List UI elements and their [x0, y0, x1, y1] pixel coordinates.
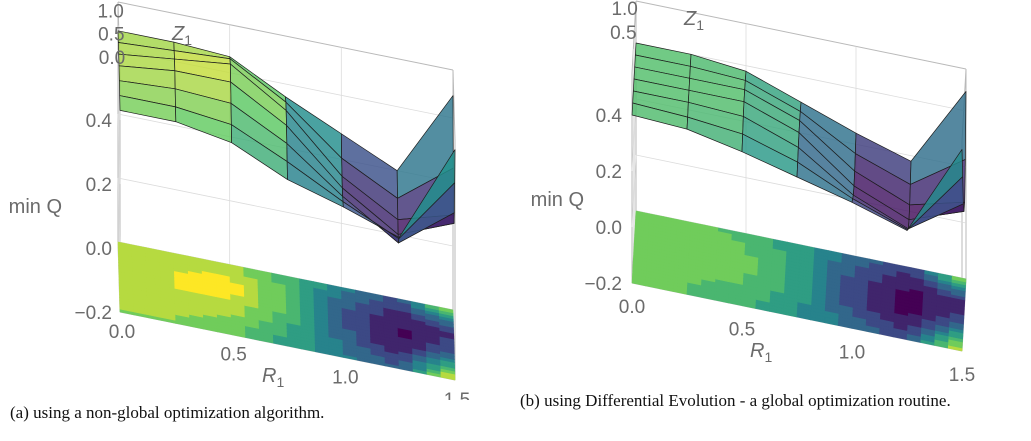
z-tick-label: 0.4: [596, 106, 623, 127]
z-tick-label: 0.2: [596, 162, 622, 183]
z-tick-label: 0.0: [596, 218, 622, 239]
x-tick-label: 1.0: [332, 367, 358, 388]
z-tick-label: 0.4: [86, 111, 113, 132]
surface-plot-a: 0.00.51.01.50.00.51.01.5−0.20.00.20.4min…: [0, 0, 515, 400]
surface-mesh: [118, 31, 455, 243]
x-axis-label: R1: [750, 340, 772, 365]
z-tick-label: 0.2: [86, 175, 112, 196]
x-tick-label: 0.5: [220, 345, 246, 366]
z-axis-label: min Q: [9, 196, 62, 218]
y-tick-label: 0.0: [99, 48, 125, 69]
x-tick-label: 1.0: [839, 342, 865, 363]
surface-mesh: [632, 43, 966, 230]
caption-b: (b) using Differential Evolution - a glo…: [520, 390, 1025, 411]
x-axis-label: R1: [262, 365, 284, 390]
z-tick-label: 0.0: [86, 239, 112, 260]
caption-a: (a) using a non-global optimization algo…: [10, 402, 515, 423]
y-tick-label: 1.0: [611, 0, 637, 20]
x-tick-label: 1.5: [949, 365, 975, 386]
figure-panel-a: 0.00.51.01.50.00.51.01.5−0.20.00.20.4min…: [0, 0, 515, 441]
contour-floor: [118, 242, 455, 380]
x-tick-label: 0.0: [619, 297, 645, 318]
y-tick-label: 0.5: [98, 25, 124, 46]
x-tick-label: 0.0: [109, 322, 135, 343]
z-axis-label: min Q: [531, 189, 584, 211]
y-tick-label: 1.0: [97, 1, 123, 22]
z-tick-label: −0.2: [584, 274, 622, 295]
y-axis-label: Z1: [683, 8, 704, 33]
x-tick-label: 1.5: [444, 390, 470, 400]
contour-floor: [632, 211, 966, 351]
z-tick-label: −0.2: [74, 303, 112, 324]
x-tick-label: 0.5: [729, 320, 755, 341]
y-tick-label: 0.5: [610, 23, 636, 44]
y-axis-label: Z1: [171, 23, 192, 48]
